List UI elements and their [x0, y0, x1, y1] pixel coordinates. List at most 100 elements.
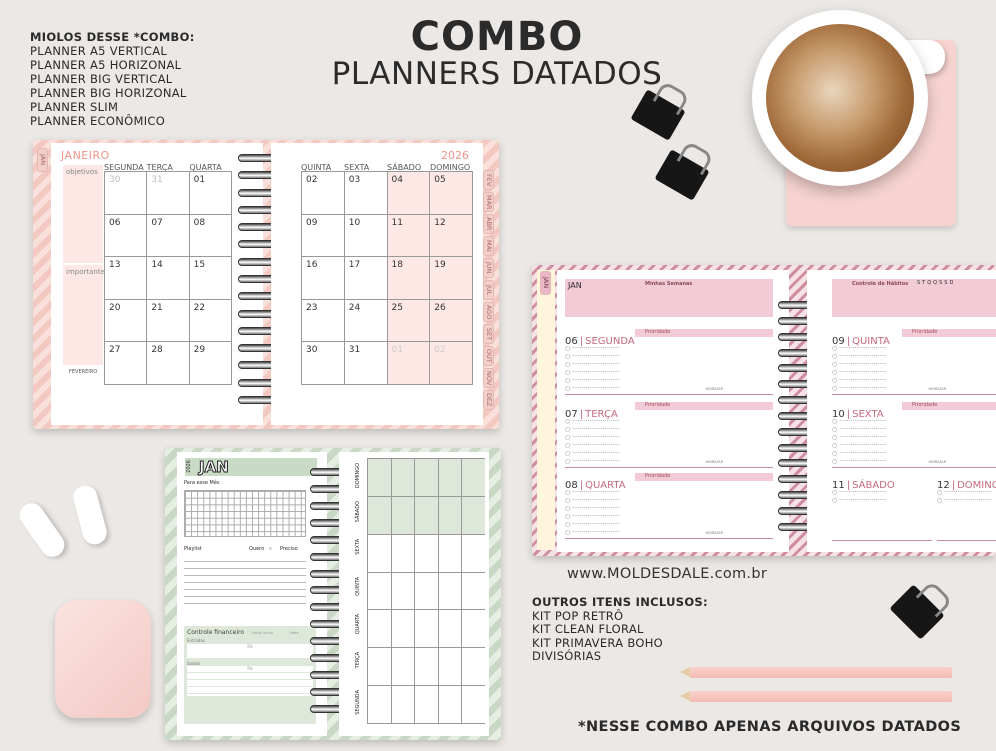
expenses-field[interactable]: R$: [187, 666, 313, 696]
todo-line[interactable]: ○ ·························: [565, 353, 620, 360]
todo-line[interactable]: ○ ·························: [565, 426, 620, 433]
todo-line[interactable]: ○ ·························: [565, 377, 620, 384]
date-cell[interactable]: [461, 534, 485, 572]
date-cell[interactable]: 09: [302, 214, 345, 258]
month-tab[interactable]: SET: [483, 324, 494, 344]
date-cell[interactable]: 22: [189, 299, 232, 343]
month-tab[interactable]: FEV: [483, 170, 494, 190]
date-cell[interactable]: 24: [344, 299, 388, 343]
month-tab[interactable]: ABR: [483, 214, 494, 234]
todo-line[interactable]: ○ ·························: [565, 489, 620, 496]
date-cell[interactable]: 25: [387, 299, 431, 343]
date-cell[interactable]: [367, 459, 391, 496]
todo-line[interactable]: ○ ·························: [565, 361, 620, 368]
date-cell[interactable]: 14: [147, 257, 190, 300]
date-cell[interactable]: 21: [147, 299, 190, 343]
month-tab[interactable]: MAI: [483, 236, 494, 256]
todo-line[interactable]: ○ ·························: [565, 369, 620, 376]
date-cell[interactable]: [414, 534, 438, 572]
todo-line[interactable]: ○ ·························: [832, 442, 887, 449]
month-tab[interactable]: OUT: [483, 346, 494, 366]
date-cell[interactable]: 15: [189, 257, 232, 300]
website-url[interactable]: www.MOLDESDALE.com.br: [567, 566, 768, 582]
date-cell[interactable]: [414, 496, 438, 534]
week-tab-jan[interactable]: JAN: [540, 271, 551, 295]
date-cell[interactable]: 07: [147, 214, 190, 258]
todo-line[interactable]: ○ ·························: [832, 489, 887, 496]
todo-line[interactable]: ○ ·························: [832, 426, 887, 433]
date-cell[interactable]: [367, 534, 391, 572]
todo-line[interactable]: ○ ·························: [832, 497, 887, 504]
date-cell[interactable]: [390, 572, 415, 610]
date-cell[interactable]: [367, 572, 391, 610]
todo-line[interactable]: ○ ·························: [832, 345, 887, 352]
date-cell[interactable]: 01: [189, 172, 232, 215]
todo-line[interactable]: ○ ·························: [832, 458, 887, 465]
date-cell[interactable]: 29: [189, 342, 232, 385]
date-cell[interactable]: 02: [302, 172, 345, 215]
date-cell[interactable]: 06: [105, 214, 148, 258]
date-cell[interactable]: 08: [189, 214, 232, 258]
date-cell[interactable]: [461, 686, 485, 723]
date-cell[interactable]: [437, 459, 462, 496]
month-tab[interactable]: DEZ: [483, 390, 494, 410]
date-cell[interactable]: [461, 648, 485, 686]
date-cell[interactable]: [437, 648, 462, 686]
date-cell[interactable]: [414, 648, 438, 686]
todo-line[interactable]: ○ ·························: [565, 385, 620, 392]
month-tab[interactable]: AGO: [483, 302, 494, 322]
todo-line[interactable]: ○ ·························: [565, 521, 620, 528]
date-cell[interactable]: 11: [387, 214, 431, 258]
todo-line[interactable]: ○ ·························: [832, 418, 887, 425]
date-cell[interactable]: 19: [430, 257, 473, 300]
month-tab[interactable]: JUL: [483, 280, 494, 300]
date-cell[interactable]: [390, 686, 415, 723]
date-cell[interactable]: [390, 534, 415, 572]
date-cell[interactable]: 17: [344, 257, 388, 300]
todo-line[interactable]: ○ ·························: [832, 450, 887, 457]
date-cell[interactable]: [390, 610, 415, 648]
todo-line[interactable]: ○ ·························: [565, 450, 620, 457]
month-tab[interactable]: JUN: [483, 258, 494, 278]
month-tab[interactable]: NOV: [483, 368, 494, 388]
date-cell[interactable]: [437, 534, 462, 572]
todo-line[interactable]: ○ ·························: [565, 505, 620, 512]
date-cell[interactable]: [437, 686, 462, 723]
date-cell[interactable]: [390, 496, 415, 534]
todo-line[interactable]: ○ ·························: [937, 489, 992, 496]
todo-line[interactable]: ○ ·························: [832, 434, 887, 441]
todo-line[interactable]: ○ ·························: [937, 497, 992, 504]
todo-line[interactable]: ○ ·························: [832, 369, 887, 376]
date-cell[interactable]: 30: [302, 342, 345, 385]
date-cell[interactable]: [437, 610, 462, 648]
date-cell[interactable]: [414, 686, 438, 723]
date-cell[interactable]: [461, 610, 485, 648]
date-cell[interactable]: [367, 686, 391, 723]
date-cell[interactable]: 10: [344, 214, 388, 258]
todo-line[interactable]: ○ ·························: [565, 345, 620, 352]
date-cell[interactable]: 28: [147, 342, 190, 385]
date-cell[interactable]: 04: [387, 172, 431, 215]
date-cell[interactable]: [390, 459, 415, 496]
date-cell[interactable]: [461, 496, 485, 534]
date-cell[interactable]: [367, 496, 391, 534]
date-cell[interactable]: 23: [302, 299, 345, 343]
income-field[interactable]: R$: [187, 644, 313, 658]
date-cell[interactable]: 20: [105, 299, 148, 343]
todo-line[interactable]: ○ ·························: [832, 385, 887, 392]
date-cell[interactable]: [414, 572, 438, 610]
date-cell[interactable]: [367, 610, 391, 648]
date-cell[interactable]: 13: [105, 257, 148, 300]
todo-line[interactable]: ○ ·························: [832, 353, 887, 360]
date-cell[interactable]: [461, 572, 485, 610]
date-cell[interactable]: [414, 610, 438, 648]
date-cell[interactable]: 01: [387, 342, 431, 385]
todo-line[interactable]: ○ ·························: [565, 442, 620, 449]
todo-line[interactable]: ○ ·························: [565, 513, 620, 520]
date-cell[interactable]: [390, 648, 415, 686]
todo-line[interactable]: ○ ·························: [565, 434, 620, 441]
month-tab-jan[interactable]: JAN: [37, 148, 48, 172]
todo-line[interactable]: ○ ·························: [565, 497, 620, 504]
date-cell[interactable]: [437, 496, 462, 534]
date-cell[interactable]: 26: [430, 299, 473, 343]
